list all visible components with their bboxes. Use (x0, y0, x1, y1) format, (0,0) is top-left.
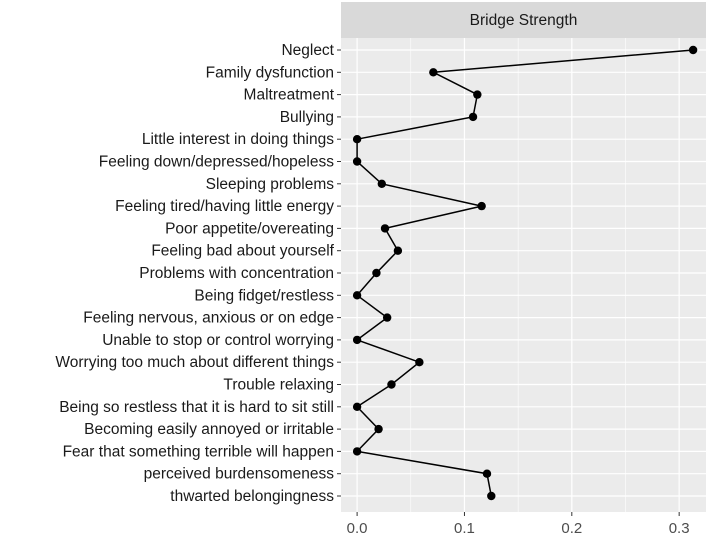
data-point (352, 402, 362, 411)
y-tick-label: Neglect (281, 42, 334, 59)
data-point (387, 380, 396, 389)
data-point (352, 135, 362, 144)
strip-background (341, 2, 706, 38)
data-point (352, 335, 362, 345)
y-tick-label: Feeling tired/having little energy (115, 198, 334, 215)
x-tick-label: 0.3 (669, 520, 690, 537)
y-tick-label: Fear that something terrible will happen (63, 443, 334, 460)
y-tick-label: perceived burdensomeness (144, 466, 335, 483)
data-point (382, 313, 392, 322)
y-tick-label: Worrying too much about different things (55, 354, 334, 371)
y-tick-label: Unable to stop or control worrying (102, 332, 334, 349)
data-point (352, 157, 362, 166)
data-point (477, 201, 486, 211)
y-tick-label: Becoming easily annoyed or irritable (84, 421, 334, 438)
data-point (482, 469, 492, 478)
facet-strip-label: Bridge Strength (470, 12, 578, 29)
y-tick-label: Feeling bad about yourself (151, 243, 334, 260)
panel-background (341, 38, 706, 512)
data-point (487, 491, 496, 501)
x-tick-label: 0.0 (347, 520, 368, 537)
y-tick-label: Little interest in doing things (142, 131, 334, 148)
y-tick-label: Sleeping problems (206, 176, 335, 193)
y-tick-label: thwarted belongingness (170, 488, 334, 505)
grid-lines (341, 38, 706, 512)
data-point (393, 246, 403, 255)
data-point (688, 45, 698, 55)
data-point (374, 424, 383, 434)
data-point (377, 179, 386, 188)
data-point (429, 68, 438, 77)
data-point (352, 447, 362, 456)
axes: Neglect Family dysfunction Maltreatment Bul… (55, 42, 689, 537)
x-tick-label: 0.2 (561, 520, 582, 537)
y-tick-label: Problems with concentration (139, 265, 334, 282)
data-point (352, 291, 362, 300)
y-tick-label: Being so restless that it is hard to sit… (59, 399, 334, 416)
data-point (468, 112, 478, 122)
x-tick-label: 0.1 (454, 520, 475, 537)
y-tick-label: Poor appetite/overeating (165, 220, 334, 237)
data-point (415, 358, 424, 367)
data-point (380, 224, 390, 233)
y-tick-label: Feeling down/depressed/hopeless (99, 154, 334, 171)
data-series (352, 45, 698, 501)
data-point (372, 268, 381, 278)
y-tick-label: Feeling nervous, anxious or on edge (83, 310, 334, 327)
y-tick-label: Trouble relaxing (223, 377, 334, 394)
y-tick-label: Family dysfunction (206, 64, 334, 81)
y-tick-label: Bullying (280, 109, 334, 126)
y-tick-label: Maltreatment (244, 87, 335, 104)
y-tick-label: Being fidget/restless (194, 287, 334, 304)
data-point (473, 90, 482, 99)
